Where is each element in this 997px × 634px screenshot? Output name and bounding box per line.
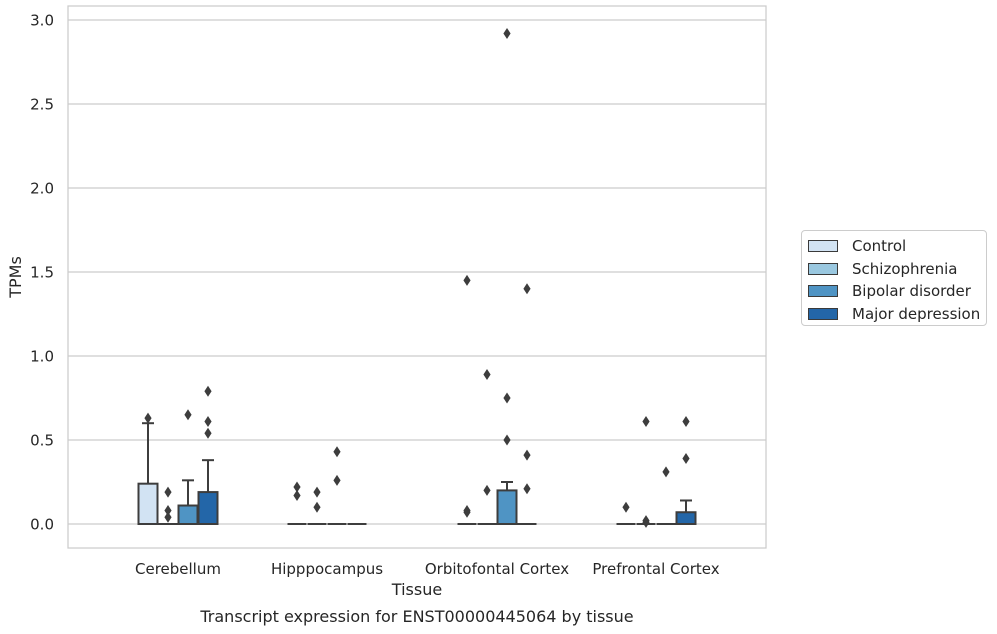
outlier-point [622, 501, 630, 513]
outlier-point [463, 505, 471, 517]
outlier-point [682, 452, 690, 464]
outlier-point [184, 409, 192, 421]
box-marks [137, 27, 697, 528]
outlier-point [463, 274, 471, 286]
legend-swatch-control [808, 240, 838, 253]
x-tick-label: Hipppocampus [271, 560, 383, 578]
outlier-point [503, 434, 511, 446]
chart-title: Transcript expression for ENST0000044506… [199, 607, 633, 626]
outlier-point [293, 489, 301, 501]
legend-label-major-depression: Major depression [852, 304, 981, 323]
legend-item-schizophrenia: Schizophrenia [808, 258, 986, 281]
outlier-point [204, 427, 212, 439]
outlier-point [293, 481, 301, 493]
box [177, 504, 199, 525]
outlier-point [164, 486, 172, 498]
legend-label-schizophrenia: Schizophrenia [852, 259, 958, 278]
box [137, 482, 159, 525]
outlier-point [313, 486, 321, 498]
plot-frame [67, 5, 767, 549]
outlier-point [204, 385, 212, 397]
outlier-point [164, 511, 172, 523]
y-tick-label: 0.0 [30, 516, 54, 534]
legend-label-control: Control [852, 237, 907, 256]
legend-swatch-bipolar-disorder [808, 285, 838, 298]
legend-item-bipolar-disorder: Bipolar disorder [808, 280, 986, 303]
y-tick-label: 2.0 [30, 180, 54, 198]
outlier-point [313, 501, 321, 513]
outlier-point [662, 466, 670, 478]
y-tick-label: 2.5 [30, 96, 54, 114]
y-tick-labels: 0.0 0.5 1.0 1.5 2.0 2.5 3.0 [30, 12, 54, 534]
outlier-point [642, 515, 650, 527]
outlier-point [333, 474, 341, 486]
box [496, 489, 518, 525]
y-tick-label: 0.5 [30, 432, 54, 450]
legend: Control Schizophrenia Bipolar disorder M… [801, 230, 987, 326]
y-tick-label: 1.0 [30, 348, 54, 366]
outlier-point [523, 483, 531, 495]
box [675, 511, 697, 525]
y-axis-label: TPMs [6, 256, 25, 299]
outlier-point [483, 368, 491, 380]
outlier-point [642, 416, 650, 428]
outlier-point [204, 416, 212, 428]
outlier-point [682, 416, 690, 428]
outlier-point [503, 392, 511, 404]
outlier-point [164, 505, 172, 517]
y-tick-label: 3.0 [30, 12, 54, 30]
legend-swatch-major-depression [808, 307, 838, 320]
outlier-point [523, 449, 531, 461]
legend-item-control: Control [808, 235, 986, 258]
outlier-point [503, 27, 511, 39]
outlier-point [483, 484, 491, 496]
x-tick-label: Prefrontal Cortex [592, 560, 719, 578]
outlier-point [523, 283, 531, 295]
x-tick-label: Orbitofontal Cortex [425, 560, 569, 578]
x-tick-label: Cerebellum [135, 560, 221, 578]
outlier-point [333, 446, 341, 458]
y-tick-label: 1.5 [30, 264, 54, 282]
legend-swatch-schizophrenia [808, 262, 838, 275]
legend-label-bipolar-disorder: Bipolar disorder [852, 282, 971, 301]
box [197, 491, 219, 525]
x-axis-label: Tissue [391, 580, 442, 599]
outlier-point [144, 412, 152, 424]
gridlines [68, 19, 766, 525]
legend-item-major-depression: Major depression [808, 303, 986, 326]
x-tick-labels: Cerebellum Hipppocampus Orbitofontal Corte… [135, 560, 720, 578]
